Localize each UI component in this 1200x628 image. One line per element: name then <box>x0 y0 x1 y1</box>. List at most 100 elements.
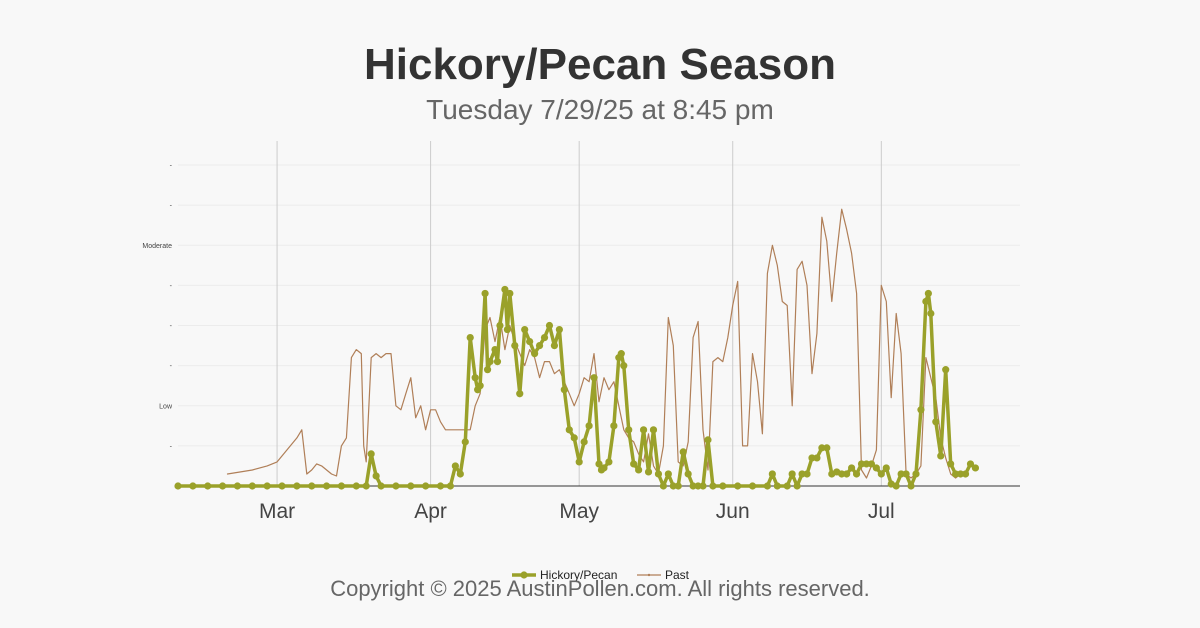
data-point[interactable] <box>699 482 707 490</box>
data-point[interactable] <box>818 444 826 452</box>
data-point[interactable] <box>535 341 544 350</box>
data-point[interactable] <box>942 366 950 374</box>
legend-item[interactable]: Hickory/Pecan <box>512 568 617 582</box>
data-point[interactable] <box>917 406 925 414</box>
data-point[interactable] <box>204 482 212 490</box>
data-point[interactable] <box>511 341 519 350</box>
data-point[interactable] <box>924 289 932 298</box>
data-point[interactable] <box>620 362 628 370</box>
data-point[interactable] <box>798 470 806 478</box>
data-point[interactable] <box>483 366 492 374</box>
data-point[interactable] <box>803 470 811 478</box>
data-point[interactable] <box>952 470 960 478</box>
data-point[interactable] <box>912 470 920 478</box>
data-point[interactable] <box>932 418 940 426</box>
legend[interactable]: Hickory/Pecan Past <box>512 568 690 582</box>
data-point[interactable] <box>218 482 227 490</box>
data-point[interactable] <box>570 434 578 442</box>
data-point[interactable] <box>456 470 464 478</box>
data-point[interactable] <box>362 482 370 490</box>
data-point[interactable] <box>481 289 489 298</box>
data-point[interactable] <box>526 337 534 346</box>
data-point[interactable] <box>466 333 474 342</box>
data-point[interactable] <box>392 482 400 490</box>
data-point[interactable] <box>560 386 568 394</box>
data-point[interactable] <box>461 438 469 446</box>
data-point[interactable] <box>867 460 876 468</box>
data-point[interactable] <box>575 458 583 466</box>
data-point[interactable] <box>719 482 727 490</box>
data-point[interactable] <box>966 460 975 468</box>
data-point[interactable] <box>748 482 757 490</box>
data-point[interactable] <box>872 464 880 472</box>
data-point[interactable] <box>937 452 945 460</box>
data-point[interactable] <box>734 482 742 490</box>
data-point[interactable] <box>635 466 643 474</box>
data-point[interactable] <box>927 309 935 318</box>
data-point[interactable] <box>278 482 286 490</box>
data-point[interactable] <box>367 450 375 458</box>
data-point[interactable] <box>694 482 702 490</box>
data-point[interactable] <box>684 470 692 478</box>
data-point[interactable] <box>857 460 866 468</box>
data-point[interactable] <box>580 438 588 446</box>
data-point[interactable] <box>446 482 455 490</box>
data-point[interactable] <box>555 325 563 334</box>
data-point[interactable] <box>659 482 667 490</box>
data-point[interactable] <box>605 458 613 466</box>
data-point[interactable] <box>337 482 346 490</box>
data-point[interactable] <box>654 470 663 478</box>
data-point[interactable] <box>174 482 182 490</box>
data-point[interactable] <box>877 470 885 478</box>
data-point[interactable] <box>293 482 301 490</box>
data-point[interactable] <box>669 482 677 490</box>
data-point[interactable] <box>493 358 502 366</box>
data-point[interactable] <box>422 482 430 490</box>
data-point[interactable] <box>471 374 479 382</box>
data-point[interactable] <box>793 482 801 490</box>
data-point[interactable] <box>521 325 529 334</box>
data-point[interactable] <box>233 482 242 490</box>
data-point[interactable] <box>377 482 385 490</box>
data-point[interactable] <box>848 464 856 472</box>
data-point[interactable] <box>248 482 256 490</box>
data-point[interactable] <box>679 448 687 456</box>
data-point[interactable] <box>625 426 633 434</box>
data-point[interactable] <box>674 482 682 490</box>
data-point[interactable] <box>971 464 980 472</box>
data-point[interactable] <box>892 482 900 490</box>
data-point[interactable] <box>617 350 625 358</box>
data-point[interactable] <box>768 470 776 478</box>
data-point[interactable] <box>322 482 331 490</box>
data-point[interactable] <box>709 482 717 490</box>
data-point[interactable] <box>585 422 593 430</box>
data-point[interactable] <box>862 460 871 468</box>
data-point[interactable] <box>843 470 851 478</box>
data-point[interactable] <box>788 470 796 478</box>
data-point[interactable] <box>540 333 549 342</box>
data-point[interactable] <box>550 341 559 350</box>
data-point[interactable] <box>808 454 816 462</box>
data-point[interactable] <box>644 468 653 476</box>
data-point[interactable] <box>664 470 672 478</box>
data-point[interactable] <box>639 426 648 434</box>
data-point[interactable] <box>372 472 380 480</box>
data-point[interactable] <box>773 482 781 490</box>
data-point[interactable] <box>897 470 905 478</box>
data-point[interactable] <box>189 482 197 490</box>
data-point[interactable] <box>649 426 658 434</box>
data-point[interactable] <box>704 436 712 444</box>
data-point[interactable] <box>595 460 603 468</box>
data-point[interactable] <box>838 470 846 478</box>
data-point[interactable] <box>503 325 511 334</box>
data-point[interactable] <box>763 482 772 490</box>
data-point[interactable] <box>516 390 524 398</box>
data-point[interactable] <box>263 482 271 490</box>
data-point[interactable] <box>902 470 910 478</box>
data-point[interactable] <box>506 289 514 298</box>
data-point[interactable] <box>961 470 970 478</box>
data-point[interactable] <box>436 482 445 490</box>
data-point[interactable] <box>610 422 618 430</box>
data-point[interactable] <box>689 482 697 490</box>
data-point[interactable] <box>565 426 573 434</box>
